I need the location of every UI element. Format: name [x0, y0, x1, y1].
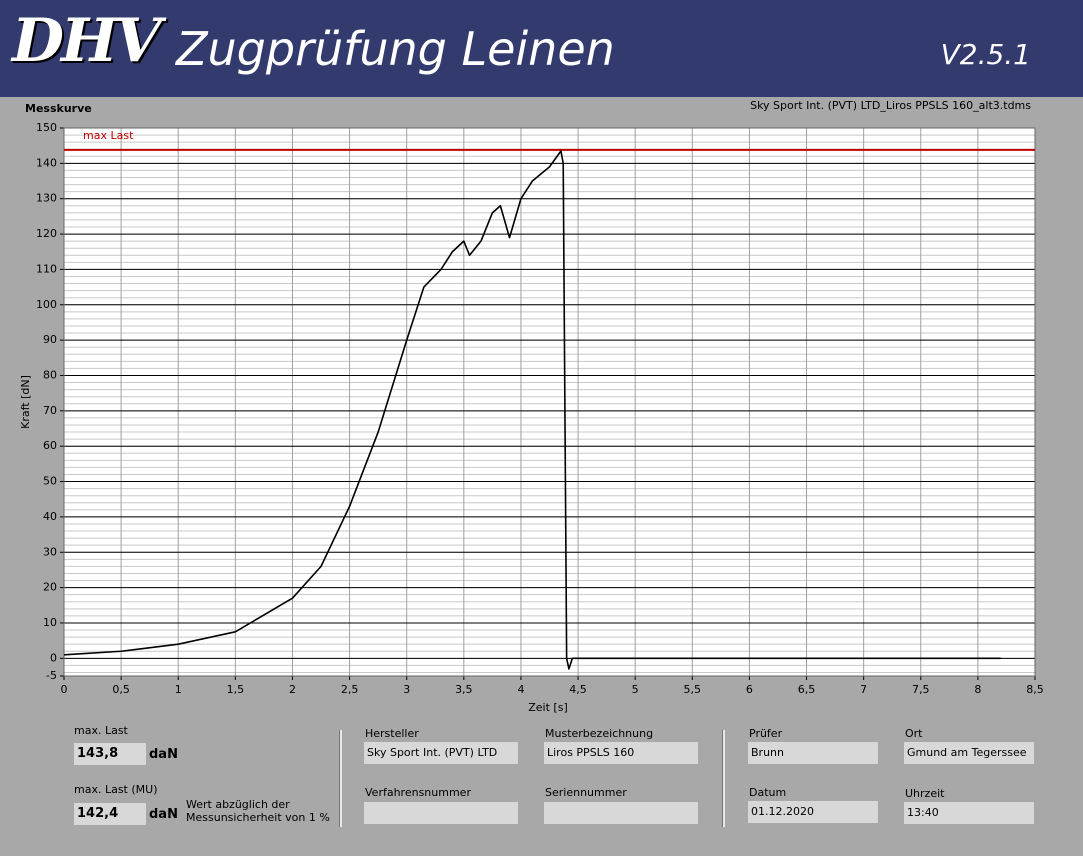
chart: Messkurve Sky Sport Int. (PVT) LTD_Liros… — [19, 99, 1044, 714]
field-label: Ort — [905, 727, 923, 740]
plot-frame — [63, 127, 1036, 677]
y-tick-label: 70 — [43, 404, 57, 417]
y-tick-label: 0 — [50, 651, 57, 664]
note: Wert abzüglich der Messunsicherheit von … — [186, 798, 330, 824]
x-tick-label: 8 — [974, 683, 981, 696]
field-value: Brunn — [748, 742, 878, 764]
y-axis-title: Kraft [dN] — [19, 375, 32, 429]
y-tick-label: 150 — [36, 121, 57, 134]
y-tick-label: 80 — [43, 368, 57, 381]
field-label: Datum — [749, 786, 787, 799]
y-tick-label: 40 — [43, 510, 57, 523]
y-tick-label: 110 — [36, 262, 57, 275]
separator — [722, 730, 725, 827]
field-label: Verfahrensnummer — [365, 786, 471, 799]
field-value: Gmund am Tegerssee — [904, 742, 1034, 764]
unit: daN — [149, 747, 178, 762]
x-tick-label: 0,5 — [112, 683, 130, 696]
x-axis-title: Zeit [s] — [528, 701, 567, 714]
separator — [339, 730, 342, 827]
app-title: Zugprüfung Leinen — [176, 22, 615, 76]
x-tick-label: 3 — [403, 683, 410, 696]
field-label: Hersteller — [365, 727, 419, 740]
y-tick-label: -5 — [46, 669, 57, 682]
y-tick-label: 20 — [43, 581, 57, 594]
x-tick-label: 8,5 — [1026, 683, 1044, 696]
logo: DHV — [12, 6, 161, 76]
field-value: 01.12.2020 — [748, 801, 878, 823]
y-tick-label: 140 — [36, 156, 57, 169]
x-tick-label: 1 — [175, 683, 182, 696]
field-label: Seriennummer — [545, 786, 627, 799]
y-tick-label: 30 — [43, 545, 57, 558]
y-tick-label: 10 — [43, 616, 57, 629]
version: V2.5.1 — [940, 38, 1031, 71]
x-tick-label: 0 — [61, 683, 68, 696]
x-tick-label: 4 — [517, 683, 524, 696]
x-tick-label: 1,5 — [227, 683, 245, 696]
max-load-label: max Last — [83, 129, 134, 142]
x-tick-label: 7 — [860, 683, 867, 696]
field-value: 142,4 — [74, 803, 146, 825]
force-curve — [63, 150, 1001, 670]
x-tick-label: 6,5 — [798, 683, 816, 696]
y-tick-label: 100 — [36, 298, 57, 311]
field-label: Musterbezeichnung — [545, 727, 654, 740]
field-value — [364, 802, 518, 824]
x-tick-label: 6 — [746, 683, 753, 696]
field-label: max. Last — [74, 724, 128, 737]
field-label: Uhrzeit — [905, 787, 945, 800]
x-tick-label: 2,5 — [341, 683, 359, 696]
x-tick-label: 3,5 — [455, 683, 473, 696]
x-tick-label: 2 — [289, 683, 296, 696]
field-value: 13:40 — [904, 802, 1034, 824]
x-tick-label: 7,5 — [912, 683, 930, 696]
header: DHV Zugprüfung Leinen V2.5.1 — [0, 0, 1083, 97]
field-value: Sky Sport Int. (PVT) LTD — [364, 742, 518, 764]
field-label: Prüfer — [749, 727, 783, 740]
y-tick-label: 60 — [43, 439, 57, 452]
field-label: max. Last (MU) — [74, 783, 158, 796]
field-value — [544, 802, 698, 824]
x-tick-label: 5 — [632, 683, 639, 696]
y-tick-label: 120 — [36, 227, 57, 240]
y-tick-label: 50 — [43, 475, 57, 488]
unit: daN — [149, 807, 178, 822]
file-name: Sky Sport Int. (PVT) LTD_Liros PPSLS 160… — [750, 99, 1031, 112]
field-value: Liros PPSLS 160 — [544, 742, 698, 764]
plot-area — [64, 128, 1035, 676]
chart-title: Messkurve — [25, 102, 92, 115]
x-tick-label: 4,5 — [569, 683, 587, 696]
field-value: 143,8 — [74, 743, 146, 765]
y-tick-label: 90 — [43, 333, 57, 346]
y-tick-label: 130 — [36, 192, 57, 205]
x-tick-label: 5,5 — [684, 683, 702, 696]
